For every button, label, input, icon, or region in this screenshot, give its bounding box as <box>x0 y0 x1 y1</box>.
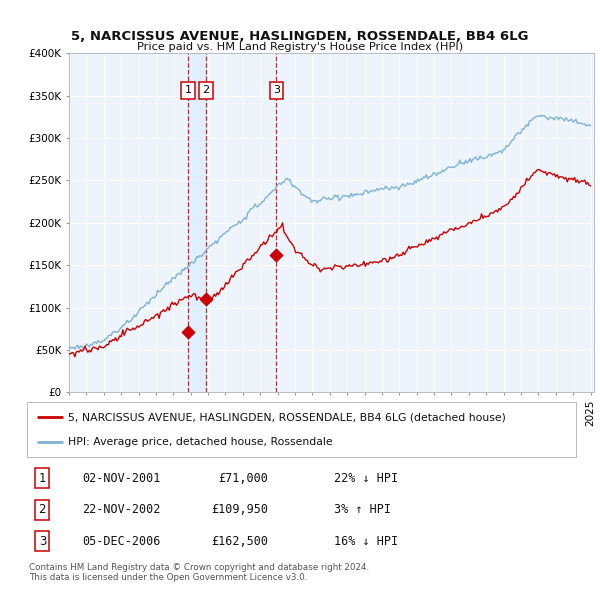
Text: This data is licensed under the Open Government Licence v3.0.: This data is licensed under the Open Gov… <box>29 572 307 582</box>
Text: HPI: Average price, detached house, Rossendale: HPI: Average price, detached house, Ross… <box>68 437 333 447</box>
Text: 5, NARCISSUS AVENUE, HASLINGDEN, ROSSENDALE, BB4 6LG (detached house): 5, NARCISSUS AVENUE, HASLINGDEN, ROSSEND… <box>68 412 506 422</box>
Text: 3: 3 <box>273 86 280 96</box>
Bar <box>188 53 206 392</box>
Text: £162,500: £162,500 <box>212 535 269 548</box>
Point <box>183 327 193 337</box>
Text: Contains HM Land Registry data © Crown copyright and database right 2024.: Contains HM Land Registry data © Crown c… <box>29 563 369 572</box>
Text: 22% ↓ HPI: 22% ↓ HPI <box>334 472 398 485</box>
Point <box>202 294 211 304</box>
Text: 22-NOV-2002: 22-NOV-2002 <box>82 503 160 516</box>
Text: £71,000: £71,000 <box>218 472 269 485</box>
Text: 2: 2 <box>203 86 210 96</box>
Text: 3: 3 <box>38 535 46 548</box>
Text: Price paid vs. HM Land Registry's House Price Index (HPI): Price paid vs. HM Land Registry's House … <box>137 42 463 51</box>
Text: 3% ↑ HPI: 3% ↑ HPI <box>334 503 391 516</box>
Text: 05-DEC-2006: 05-DEC-2006 <box>82 535 160 548</box>
Text: 2: 2 <box>38 503 46 516</box>
Text: 5, NARCISSUS AVENUE, HASLINGDEN, ROSSENDALE, BB4 6LG: 5, NARCISSUS AVENUE, HASLINGDEN, ROSSEND… <box>71 30 529 44</box>
Text: 02-NOV-2001: 02-NOV-2001 <box>82 472 160 485</box>
Text: £109,950: £109,950 <box>212 503 269 516</box>
Text: 1: 1 <box>184 86 191 96</box>
Point <box>271 250 281 259</box>
Text: 16% ↓ HPI: 16% ↓ HPI <box>334 535 398 548</box>
Text: 1: 1 <box>38 472 46 485</box>
